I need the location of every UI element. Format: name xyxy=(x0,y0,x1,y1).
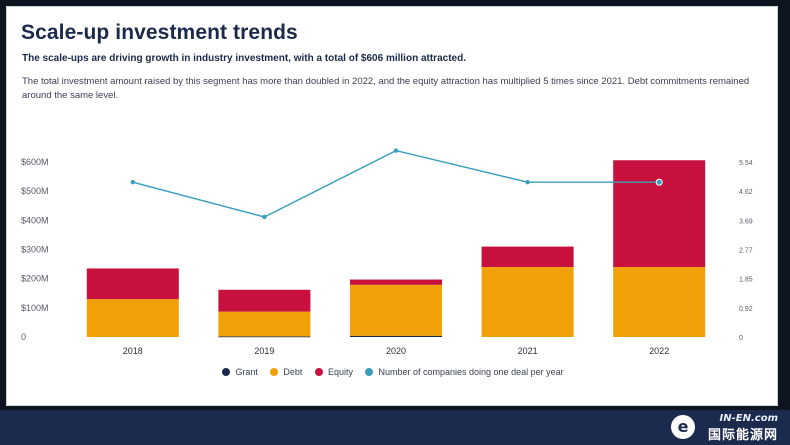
footer-band xyxy=(0,410,790,445)
companies-point-2018 xyxy=(130,180,135,185)
legend-dot-debt xyxy=(270,368,279,376)
y-left-tick-label: $100M xyxy=(21,303,49,313)
bar-equity-2020 xyxy=(350,279,442,285)
y-right-tick-label: 3.69 xyxy=(739,218,753,225)
y-left-tick-label: $200M xyxy=(21,274,49,284)
legend-dot-equity xyxy=(314,368,323,376)
legend-label-grant: Grant xyxy=(235,367,258,377)
watermark: IN-EN.com 国际能源网 xyxy=(708,413,778,443)
bar-debt-2020 xyxy=(350,284,442,336)
bar-equity-2019 xyxy=(218,289,311,312)
legend-label-debt: Debt xyxy=(283,367,303,377)
watermark-name: 国际能源网 xyxy=(707,428,778,443)
watermark-logo-icon: e xyxy=(671,415,695,439)
bar-equity-2021 xyxy=(481,246,574,267)
bar-debt-2018 xyxy=(86,299,179,337)
legend-item-equity: Equity xyxy=(314,367,353,377)
y-left-tick-label: $600M xyxy=(21,157,49,167)
y-right-tick-label: 5.54 xyxy=(739,160,753,167)
companies-point-2019 xyxy=(262,214,267,220)
bar-equity-2018 xyxy=(86,268,179,300)
description: The total investment amount raised by th… xyxy=(22,76,750,101)
legend-dot-grant xyxy=(222,368,231,376)
legend-item-companies: Number of companies doing one deal per y… xyxy=(365,367,564,377)
x-tick-label: 2018 xyxy=(123,346,143,356)
x-tick-label: 2021 xyxy=(518,346,538,356)
y-left-tick-label: $500M xyxy=(21,186,49,196)
legend-label-companies: Number of companies doing one deal per y… xyxy=(378,367,564,377)
subtitle: The scale-ups are driving growth in indu… xyxy=(22,53,466,64)
watermark-domain: IN-EN.com xyxy=(719,413,778,424)
y-right-tick-label: 0 xyxy=(739,335,743,342)
y-left-tick-label: 0 xyxy=(21,332,26,342)
companies-line xyxy=(132,149,660,218)
bar-equity-2022 xyxy=(613,160,706,267)
chart-legend: Grant Debt Equity Number of companies do… xyxy=(7,367,779,377)
x-tick-label: 2020 xyxy=(386,346,406,356)
companies-point-2022 xyxy=(655,178,663,186)
bar-grant-2020 xyxy=(350,335,442,337)
bar-debt-2022 xyxy=(613,267,706,337)
legend-item-debt: Debt xyxy=(270,367,302,377)
y-left-tick-label: $300M xyxy=(21,245,49,255)
y-right-tick-label: 0.92 xyxy=(739,306,753,313)
investment-chart: 0 $100M $200M $300M $400M $500M $600M 0 0.92 1.85… xyxy=(21,148,753,356)
legend-label-equity: Equity xyxy=(327,367,353,377)
bar-debt-2019 xyxy=(218,311,311,337)
x-tick-label: 2022 xyxy=(649,346,669,356)
companies-point-2020 xyxy=(393,148,399,153)
slide-panel: Scale-up investment trends The scale-ups… xyxy=(6,6,778,406)
bar-debt-2021 xyxy=(481,267,574,337)
y-right-tick-label: 1.85 xyxy=(739,277,753,284)
legend-dot-companies xyxy=(365,368,374,376)
y-left-tick-label: $400M xyxy=(21,215,49,225)
x-tick-label: 2019 xyxy=(254,346,274,356)
companies-point-2021 xyxy=(525,180,530,185)
page-title: Scale-up investment trends xyxy=(21,21,298,44)
y-right-tick-label: 4.62 xyxy=(739,189,753,196)
bar-grant-2019 xyxy=(218,336,311,338)
y-right-tick-label: 2.77 xyxy=(739,248,753,255)
legend-item-grant: Grant xyxy=(222,367,258,377)
